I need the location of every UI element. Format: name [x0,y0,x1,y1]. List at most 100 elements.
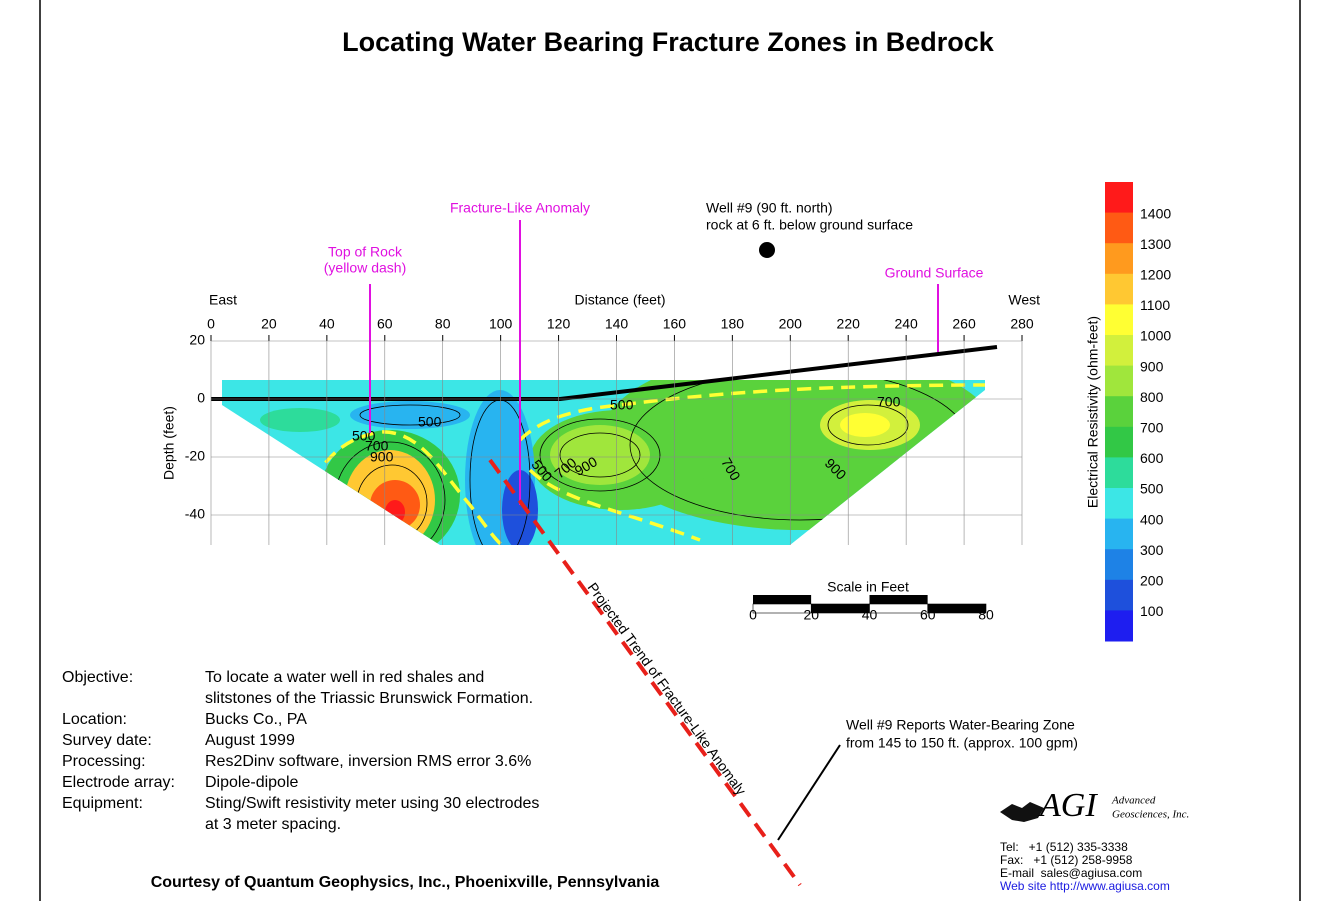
colorbar-tick-label: 500 [1140,481,1164,497]
contact-line: Fax: +1 (512) 258-9958 [1000,853,1133,867]
color-band [1105,426,1133,458]
info-value: To locate a water well in red shales and [205,669,484,686]
annotation: rock at 6 ft. below ground surface [706,217,913,233]
colorbar-tick-label: 600 [1140,450,1164,466]
y-tick-label: -20 [185,448,205,464]
color-band [1105,549,1133,581]
colorbar-tick-label: 1400 [1140,205,1171,221]
colorbar-tick-label: 200 [1140,573,1164,589]
info-label: Processing: [62,753,146,770]
annotation: (yellow dash) [324,260,406,276]
annotation: from 145 to 150 ft. (approx. 100 gpm) [846,735,1078,751]
info-value: Dipole-dipole [205,774,298,791]
logo-globe [1000,802,1044,822]
y-tick-label: 0 [197,390,205,406]
scale-segment [869,595,928,604]
west-label: West [1008,292,1040,308]
frame [39,0,1301,901]
scale-tick-label: 80 [978,607,994,623]
x-tick-label: 260 [952,316,976,332]
y-axis-label: Depth (feet) [161,406,177,480]
colorbar-tick-label: 1200 [1140,267,1171,283]
contour-label: 700 [877,394,901,410]
color-band [1105,610,1133,642]
scale-bar: 0 20 40 60 80 [749,595,994,623]
color-band [1105,335,1133,367]
colorbar-tick-label: 1000 [1140,328,1171,344]
color-band [1105,518,1133,550]
contact-line: Web site http://www.agiusa.com [1000,879,1170,893]
annotation: Top of Rock [328,244,403,260]
east-label: East [209,292,237,308]
x-tick-label: 200 [779,316,803,332]
info-label: Electrode array: [62,774,175,791]
scale-segment [927,595,986,604]
colorbar-tick-label: 1300 [1140,236,1171,252]
scale-tick-label: 40 [862,607,878,623]
contour-label: 900 [370,449,394,465]
color-band [1105,488,1133,520]
x-tick-label: 100 [489,316,513,332]
x-tick-label: 20 [261,316,277,332]
contour-label: 500 [418,414,442,430]
colorbar: 1400 1300 1200 1100 1000 900 800 700 600 500 400 30… [1105,182,1171,642]
contact-line: E-mail sales@agiusa.com [1000,866,1142,880]
x-tick-label: 60 [377,316,393,332]
info-block: Objective: To locate a water well in red … [62,669,539,833]
x-tick-label: 0 [207,316,215,332]
color-band [1105,304,1133,336]
annotation: Well #9 Reports Water-Bearing Zone [846,717,1075,733]
x-tick-label: 80 [435,316,451,332]
x-tick-label: 160 [663,316,687,332]
scale-segment [811,595,870,604]
info-value: slitstones of the Triassic Brunswick For… [205,690,533,707]
axes: 0 20 40 60 80 100 120 140 160 180 200 220 240 260 2802… [185,316,1034,545]
annotation: Ground Surface [885,265,984,281]
info-value: August 1999 [205,732,295,749]
info-label: Location: [62,711,127,728]
resistivity-section [222,380,985,545]
annotation: Well #9 (90 ft. north) [706,200,833,216]
color-band [1105,182,1133,214]
color-band [1105,579,1133,611]
colorbar-tick-label: 400 [1140,511,1164,527]
scale-segment [753,595,812,604]
color-band [1105,212,1133,244]
x-axis-label: Distance (feet) [574,292,665,308]
scale-segment [927,603,987,614]
y-tick-label: -40 [185,506,205,522]
info-label: Survey date: [62,732,152,749]
x-tick-label: 180 [721,316,745,332]
info-value: Res2Dinv software, inversion RMS error 3… [205,753,531,770]
color-band [1105,457,1133,489]
annotation: Projected Trend of Fracture-Like Anomaly [585,580,750,798]
courtesy: Courtesy of Quantum Geophysics, Inc., Ph… [151,874,660,891]
colorbar-tick-label: 100 [1140,603,1164,619]
colorbar-tick-label: 1100 [1140,297,1170,313]
title: Locating Water Bearing Fracture Zones in… [342,27,995,57]
pointer [777,744,841,841]
x-tick-label: 240 [894,316,918,332]
info-label: Equipment: [62,795,143,812]
x-tick-label: 40 [319,316,335,332]
color-band [1105,273,1133,305]
info-value: Bucks Co., PA [205,711,307,728]
colorbar-tick-label: 300 [1140,542,1164,558]
company-name: Advanced [1111,795,1156,807]
info-value: Sting/Swift resistivity meter using 30 e… [205,795,539,812]
colorbar-tick-label: 700 [1140,420,1164,436]
colorbar-label: Electrical Resistivity (ohm-feet) [1085,316,1101,508]
scale-tick-label: 0 [749,607,757,623]
colorbar-tick-label: 800 [1140,389,1164,405]
contour-label: 700 [365,438,389,454]
company-name: Geosciences, Inc. [1112,809,1189,821]
color-band [1105,365,1133,397]
scale-tick-label: 20 [803,607,819,623]
x-tick-label: 280 [1010,316,1034,332]
color-band [1105,243,1133,275]
projected-trend [488,458,802,887]
x-tick-label: 140 [605,316,629,332]
annotation: Fracture-Like Anomaly [450,200,590,216]
